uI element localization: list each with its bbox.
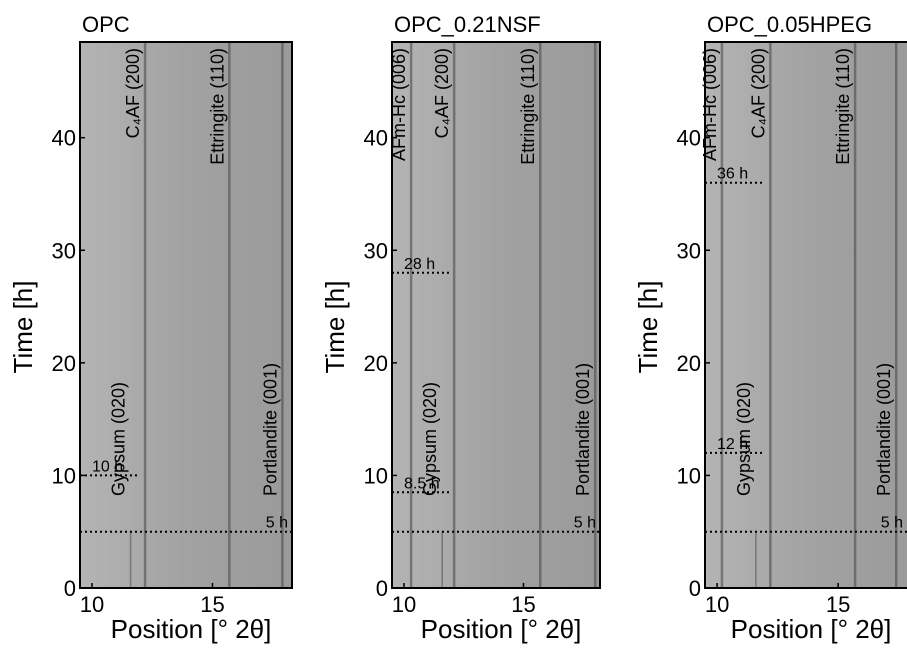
event-label: 8.5 h xyxy=(404,475,440,492)
y-axis-label: Time [h] xyxy=(633,281,663,374)
peak-label: AFm-Hc (006) xyxy=(700,48,720,161)
peak-label: Portlandite (001) xyxy=(874,363,894,496)
peak-label: C₄AF (200) xyxy=(748,48,768,138)
event-label: 5 h xyxy=(266,515,288,532)
x-tick-label: 15 xyxy=(511,592,535,617)
x-tick-label: 15 xyxy=(826,592,850,617)
x-axis-label: Position [° 2θ] xyxy=(731,614,892,644)
plot-frame xyxy=(704,41,907,589)
event-label: 12 h xyxy=(717,436,748,453)
panel-title: OPC_0.21NSF xyxy=(394,12,541,37)
y-tick-label: 30 xyxy=(677,238,701,263)
x-axis-label: Position [° 2θ] xyxy=(421,614,582,644)
panel-title: OPC xyxy=(82,12,130,37)
event-label: 10 h xyxy=(92,458,123,475)
y-tick-label: 40 xyxy=(52,126,76,151)
plot-area xyxy=(80,42,292,588)
peak-label: Portlandite (001) xyxy=(260,363,280,496)
y-tick-label: 40 xyxy=(677,126,701,151)
y-tick-label: 0 xyxy=(689,576,701,601)
event-label: 5 h xyxy=(881,515,903,532)
peak-label: Gypsum (020) xyxy=(734,382,754,496)
peak-label: AFm-Hc (006) xyxy=(389,48,409,161)
x-axis-label: Position [° 2θ] xyxy=(111,614,272,644)
y-tick-label: 0 xyxy=(376,576,388,601)
y-tick-label: 20 xyxy=(52,351,76,376)
panel: Gypsum (020) C₄AF (200) Ettringite (110) Po… xyxy=(8,12,293,644)
plot-frame xyxy=(391,41,601,589)
peak-label: Gypsum (020) xyxy=(109,382,129,496)
peak-label: C₄AF (200) xyxy=(432,48,452,138)
panel: AFm-Hc (006) Gypsum (020) C₄AF (200) Ettrin… xyxy=(320,12,601,644)
y-tick-label: 30 xyxy=(52,238,76,263)
panel-title: OPC_0.05HPEG xyxy=(707,12,872,37)
y-tick-label: 10 xyxy=(364,463,388,488)
y-tick-label: 10 xyxy=(52,463,76,488)
peak-label: Ettringite (110) xyxy=(833,48,853,165)
image-background xyxy=(392,42,600,588)
plot-frame xyxy=(79,41,293,589)
peak-label: Gypsum (020) xyxy=(420,382,440,496)
peak-label: Ettringite (110) xyxy=(207,48,227,165)
y-tick-label: 0 xyxy=(64,576,76,601)
x-tick-label: 15 xyxy=(200,592,224,617)
image-background xyxy=(705,42,907,588)
event-label: 28 h xyxy=(404,256,435,273)
x-tick-label: 10 xyxy=(392,592,416,617)
y-tick-label: 30 xyxy=(364,238,388,263)
y-tick-label: 20 xyxy=(364,351,388,376)
x-tick-label: 10 xyxy=(705,592,729,617)
panel: AFm-Hc (006) Gypsum (020) C₄AF (200) Ettrin… xyxy=(633,12,907,644)
plot-area xyxy=(392,42,600,588)
x-tick-label: 10 xyxy=(80,592,104,617)
y-axis-label: Time [h] xyxy=(320,281,350,374)
y-axis-label: Time [h] xyxy=(8,281,38,374)
image-background xyxy=(80,42,292,588)
y-tick-label: 40 xyxy=(364,126,388,151)
peak-label: Portlandite (001) xyxy=(573,363,593,496)
peak-label: C₄AF (200) xyxy=(123,48,143,138)
plot-area xyxy=(705,42,907,588)
event-label: 36 h xyxy=(717,166,748,183)
event-label: 5 h xyxy=(574,515,596,532)
y-tick-label: 10 xyxy=(677,463,701,488)
peak-label: Ettringite (110) xyxy=(518,48,538,165)
y-tick-label: 20 xyxy=(677,351,701,376)
